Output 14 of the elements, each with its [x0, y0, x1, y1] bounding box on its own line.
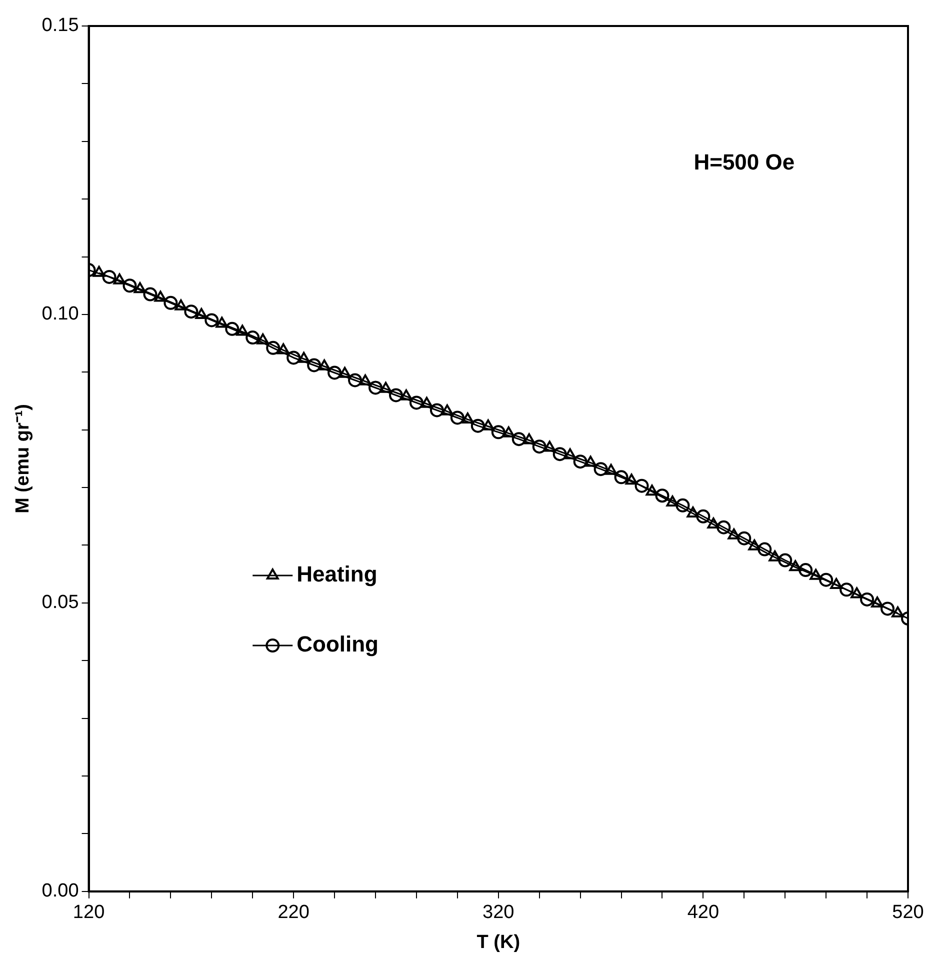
x-axis-title: T (K) [476, 932, 520, 953]
y-axis-title: M (emu gr⁻¹) [12, 404, 34, 514]
annotation: H=500 Oe [694, 150, 795, 175]
x-tick-label: 420 [687, 902, 720, 924]
x-tick-label: 120 [72, 902, 105, 924]
x-tick-label: 320 [482, 902, 514, 924]
y-tick-label: 0.15 [42, 15, 79, 36]
x-tick-label: 520 [892, 902, 924, 924]
legend-label: Cooling [296, 632, 378, 657]
y-tick-label: 0.00 [42, 880, 79, 902]
y-tick-label: 0.05 [42, 592, 79, 614]
x-tick-label: 220 [278, 902, 310, 924]
legend-label: Heating [296, 562, 378, 587]
y-tick-label: 0.10 [42, 304, 79, 325]
